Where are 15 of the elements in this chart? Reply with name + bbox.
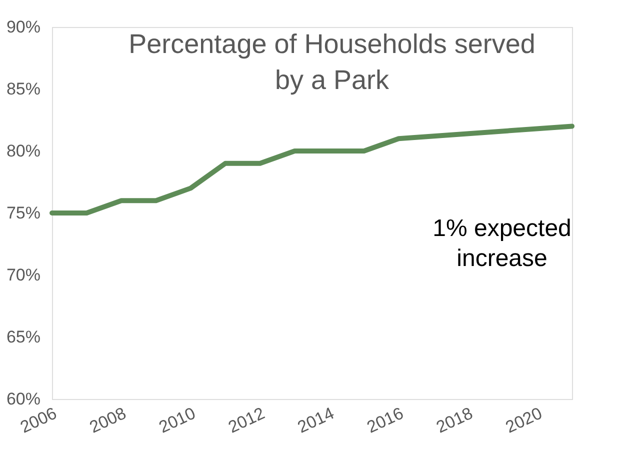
y-tick-label: 70% bbox=[6, 266, 40, 284]
x-tick-label: 2014 bbox=[294, 404, 338, 437]
y-tick-label: 75% bbox=[6, 204, 40, 222]
text: Percentage of Households served by a Park bbox=[128, 29, 536, 95]
y-tick-label: 90% bbox=[6, 18, 40, 36]
annotation: 1% expected increase bbox=[432, 215, 572, 272]
x-tick-label: 2008 bbox=[86, 404, 130, 437]
y-tick-label: 85% bbox=[6, 80, 40, 98]
x-tick-label: 2016 bbox=[364, 404, 406, 437]
x-tick-label: 2010 bbox=[156, 404, 198, 437]
x-tick-label: 2018 bbox=[433, 404, 476, 437]
x-tick-label: 2012 bbox=[225, 404, 268, 437]
y-tick-label: 80% bbox=[6, 142, 40, 160]
x-tick-label: 2020 bbox=[502, 404, 546, 437]
y-tick-label: 65% bbox=[6, 328, 40, 346]
